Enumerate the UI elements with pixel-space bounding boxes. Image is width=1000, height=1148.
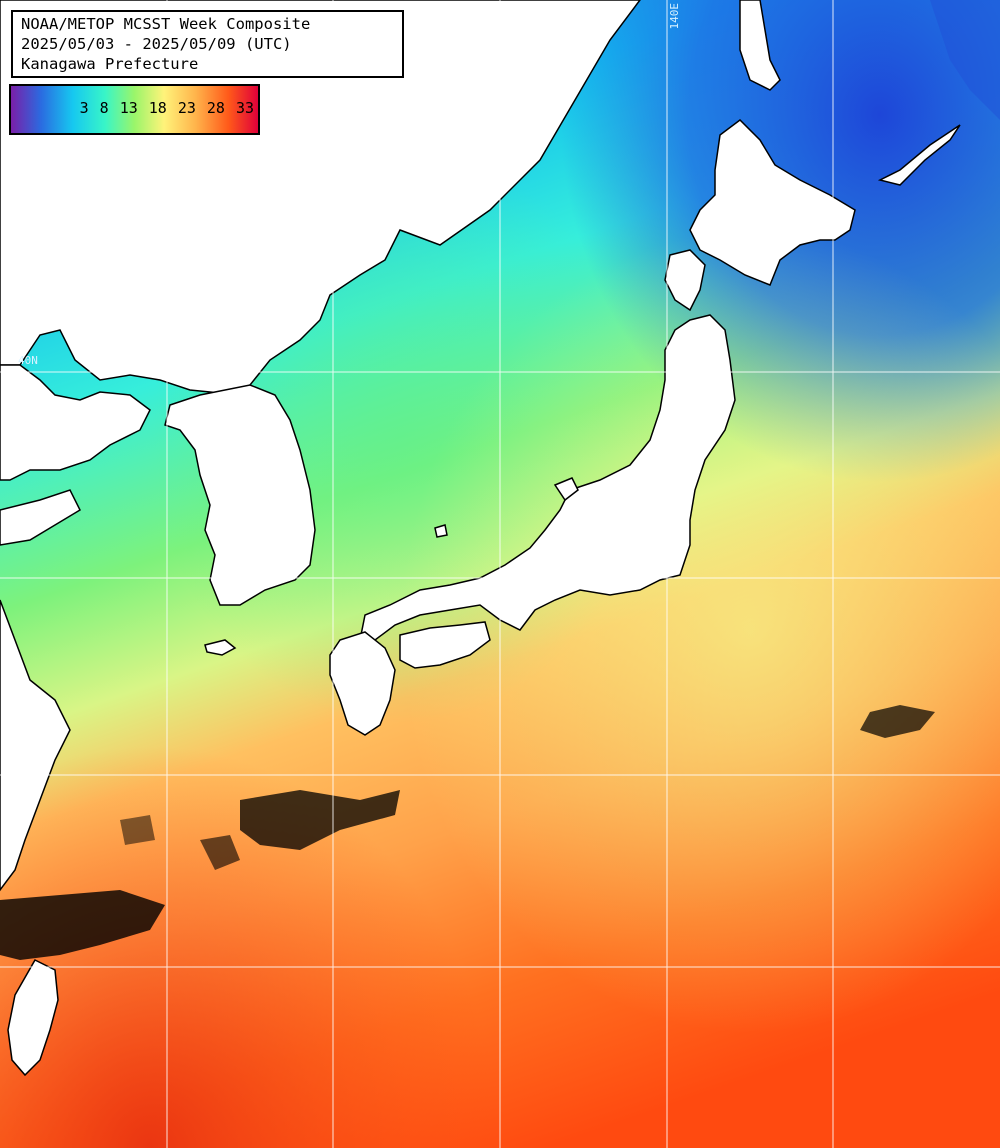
taiwan <box>7 959 59 1077</box>
sado-island <box>553 477 579 502</box>
sakhalin <box>739 0 781 91</box>
latitude-label-40n: 40N <box>18 354 38 367</box>
legend-label: 33 <box>235 99 254 117</box>
shikoku <box>399 621 491 669</box>
title-box: NOAA/METOP MCSST Week Composite 2025/05/… <box>11 10 404 78</box>
title-line-1: NOAA/METOP MCSST Week Composite <box>21 15 311 33</box>
hokkaido <box>689 119 856 286</box>
kyushu <box>329 631 396 736</box>
shandong-peninsula <box>0 489 81 546</box>
legend-label: 18 <box>148 99 167 117</box>
legend-label: 23 <box>177 99 196 117</box>
legend-label: 8 <box>99 99 109 117</box>
temperature-legend: 3 8 13 18 23 28 33 <box>9 84 260 135</box>
jeju-island <box>204 639 237 656</box>
honshu <box>359 314 736 641</box>
china-coast-north <box>0 364 151 481</box>
cold-patch <box>930 0 1000 120</box>
cloud-cover <box>0 705 935 960</box>
legend-label: 28 <box>206 99 225 117</box>
legend-colorbar <box>11 86 258 133</box>
legend-label: 13 <box>119 99 138 117</box>
oki-islands <box>434 524 448 538</box>
china-coast-east <box>0 599 71 892</box>
longitude-label-140e: 140E <box>668 3 681 30</box>
legend-label: 3 <box>79 99 89 117</box>
kuril-islands <box>877 124 961 186</box>
korea-peninsula <box>164 384 316 606</box>
title-line-3: Kanagawa Prefecture <box>21 55 199 73</box>
legend-labels: 3 8 13 18 23 28 33 <box>11 99 258 121</box>
title-line-2: 2025/05/03 - 2025/05/09 (UTC) <box>21 35 292 53</box>
